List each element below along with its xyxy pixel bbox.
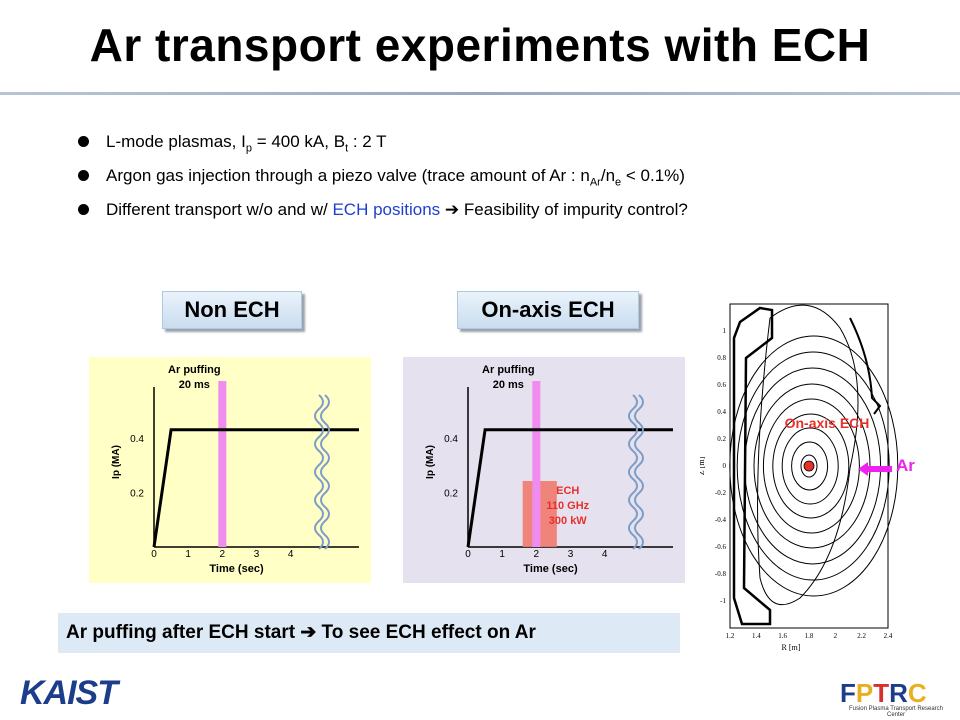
x-tick-label: 0 (151, 549, 157, 560)
y-tick-label: 0.2 (130, 488, 144, 499)
y-tick-label: -0.2 (715, 489, 727, 497)
bullet-dot-icon (78, 136, 89, 147)
ech-spot (803, 460, 815, 472)
y-tick-label: 0.2 (444, 488, 458, 499)
ip-trace (466, 428, 673, 548)
x-tick-label: 3 (568, 549, 574, 560)
ip-trace (152, 428, 359, 548)
y-tick-label: 0 (723, 462, 727, 470)
flux-surface (762, 398, 860, 534)
ar-puff-label-1: Ar puffing (482, 364, 535, 376)
x-tick-label: 1 (499, 549, 505, 560)
x-tick-label: 3 (254, 549, 260, 560)
axis-break-line (634, 394, 644, 550)
bullet-1: L-mode plasmas, Ip = 400 kA, Bt : 2 T (78, 130, 938, 164)
arrow-icon: ➔ (444, 200, 460, 219)
non-ech-chart: Ar puffing 20 ms 0 1 2 3 4 0.2 0.4 Time (sec) Ip (… (89, 357, 371, 583)
y-axis-label: Ip (MA) (111, 445, 122, 479)
arrow-icon: ➔ (300, 622, 317, 643)
non-ech-svg: Ar puffing 20 ms 0 1 2 3 4 0.2 0.4 Time (sec) Ip (… (111, 364, 359, 575)
separatrix (757, 304, 859, 606)
flux-surface (772, 413, 850, 519)
x-tick-label: 1.6 (778, 632, 787, 640)
bullet-list: L-mode plasmas, Ip = 400 kA, Bt : 2 T Ar… (78, 130, 938, 232)
y-tick-label: 0.4 (444, 434, 458, 445)
flux-surface (781, 427, 839, 505)
y-tick-label: 1 (723, 327, 727, 335)
axis-break-line (320, 394, 330, 550)
x-tick-label: 1.2 (726, 632, 735, 640)
y-axis-label: Ip (MA) (425, 445, 436, 479)
x-tick-label: 1.4 (752, 632, 761, 640)
on-axis-ech-label: On-axis ECH (457, 291, 639, 329)
ech-label-2: 110 GHz (546, 500, 589, 512)
bullet-dot-icon (78, 170, 89, 181)
on-axis-ech-annotation: On-axis ECH (785, 415, 870, 431)
y-tick-label: 0.6 (717, 381, 726, 389)
ar-puff-label-2: 20 ms (179, 379, 210, 391)
bullet-3: Different transport w/o and w/ ECH posit… (78, 198, 938, 232)
y-tick-label: 0.8 (717, 354, 726, 362)
x-axis-label: R [m] (782, 643, 801, 652)
ar-label: Ar (896, 456, 915, 475)
ar-arrow-icon (858, 462, 892, 476)
y-tick-label: 0.4 (717, 408, 726, 416)
bullet-dot-icon (78, 204, 89, 215)
y-axis-label: Z [m] (700, 456, 706, 475)
bottom-note: Ar puffing after ECH start ➔ To see ECH … (58, 613, 680, 653)
y-tick-label: -0.4 (715, 516, 727, 524)
x-tick-label: 2.2 (857, 632, 866, 640)
y-tick-label: -1 (720, 597, 726, 605)
x-tick-label: 0 (465, 549, 471, 560)
y-tick-label: -0.8 (715, 570, 727, 578)
fptrc-logo: FPTRC Fusion Plasma Transport Research C… (840, 678, 944, 718)
x-tick-label: 1 (185, 549, 191, 560)
x-tick-label: 1.8 (805, 632, 814, 640)
axis-break-line (314, 394, 324, 550)
equilibrium-figure: 1.2 1.4 1.6 1.8 2 2.2 2.4 1 0.8 0.6 0.4 0.2 0 -0.2 -0.… (700, 303, 899, 652)
x-tick-label: 4 (288, 549, 294, 560)
ar-puff-bar (218, 381, 227, 547)
slide-title: Ar transport experiments with ECH (89, 19, 871, 71)
kaist-logo: KAIST (20, 674, 118, 712)
ar-puff-bar (532, 381, 541, 547)
ar-puff-label-2: 20 ms (493, 379, 524, 391)
flux-surface (791, 441, 829, 491)
x-axis-label: Time (sec) (209, 563, 264, 575)
flux-surface (800, 454, 818, 478)
y-tick-label: -0.6 (715, 543, 727, 551)
title-divider (0, 92, 960, 95)
ech-label-3: 300 kW (549, 515, 588, 527)
x-tick-label: 2 (534, 549, 540, 560)
y-tick-label: 0.4 (130, 434, 144, 445)
bullet-2: Argon gas injection through a piezo valv… (78, 164, 938, 198)
y-tick-label: 0.2 (717, 435, 726, 443)
flux-surface (729, 335, 899, 597)
on-axis-ech-chart: ECH 110 GHz 300 kW Ar puffing 20 ms 0 1 2 3 4 0.2 0… (403, 357, 685, 583)
axis-break-line (628, 394, 638, 550)
x-tick-label: 2.4 (884, 632, 893, 640)
non-ech-label: Non ECH (162, 291, 302, 329)
ar-puff-label-1: Ar puffing (168, 364, 221, 376)
vessel-wall (732, 306, 774, 626)
x-tick-label: 2 (834, 632, 838, 640)
x-tick-label: 4 (602, 549, 608, 560)
on-axis-ech-svg: ECH 110 GHz 300 kW Ar puffing 20 ms 0 1 2 3 4 0.2 0… (425, 364, 673, 575)
x-tick-label: 2 (220, 549, 226, 560)
x-axis-label: Time (sec) (523, 563, 578, 575)
ech-label-1: ECH (556, 485, 579, 497)
